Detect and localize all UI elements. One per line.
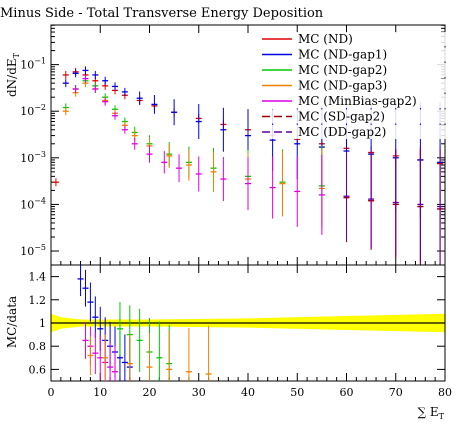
series-mc-dd-gap2-: [343, 146, 444, 265]
x-tick-label: 60: [340, 386, 354, 399]
ratio-y-tick-label: 1.4: [29, 271, 47, 284]
ratio-y-tick-label: 0.8: [29, 340, 47, 353]
legend-bg: [258, 94, 448, 108]
legend-label: MC (SD-gap2): [298, 110, 385, 124]
top-y-tick-label: 10−5: [20, 243, 46, 258]
ratio-y-tick-label: 0.6: [29, 363, 47, 376]
top-y-tick-label: 10−1: [20, 57, 46, 72]
x-axis-label: ∑ ET: [418, 405, 445, 421]
legend-label: MC (ND-gap3): [298, 79, 387, 93]
ratio-series-mc-nd-gap3-: [87, 325, 212, 381]
x-tick-label: 50: [290, 386, 304, 399]
legend-label: MC (ND-gap2): [298, 63, 387, 77]
top-panel: 10−110−210−310−410−5MC (ND)MC (ND-gap1)M…: [20, 24, 448, 266]
ratio-y-tick-label: 1.2: [29, 294, 47, 307]
series-mc-sd-gap2-: [343, 148, 444, 265]
x-tick-label: 10: [93, 386, 107, 399]
ratio-y-tick-label: 1: [39, 317, 46, 330]
legend-bg: [258, 125, 448, 139]
chart-title: Minus Side - Total Transverse Energy Dep…: [0, 6, 324, 21]
legend-label: MC (MinBias-gap2): [298, 94, 417, 108]
x-tick-label: 70: [389, 386, 403, 399]
legend-bg: [258, 32, 448, 46]
x-tick-label: 80: [438, 386, 452, 399]
legend-bg: [258, 63, 448, 77]
ratio-y-label: MC/data: [5, 296, 19, 348]
legend-label: MC (ND-gap1): [298, 48, 387, 62]
top-y-tick-label: 10−4: [20, 196, 46, 211]
legend-label: MC (DD-gap2): [298, 125, 386, 139]
legend-bg: [258, 78, 448, 93]
legend-bg: [258, 109, 448, 124]
legend-label: MC (ND): [298, 32, 353, 46]
legend: MC (ND) MC (ND-gap1)MC (ND-gap2) MC (ND-ga…: [258, 32, 448, 139]
x-tick-label: 0: [48, 386, 55, 399]
x-tick-label: 20: [143, 386, 157, 399]
x-tick-label: 30: [192, 386, 206, 399]
ratio-panel: 0 10 20 30 40 50 60 70 80 0.6 0.8 1 1.2 1.4: [29, 264, 452, 399]
top-y-tick-label: 10−2: [20, 103, 46, 118]
top-y-label: dN/dET: [5, 52, 21, 97]
x-tick-label: 40: [241, 386, 255, 399]
top-y-tick-label: 10−3: [20, 150, 46, 165]
legend-bg: [258, 47, 448, 62]
